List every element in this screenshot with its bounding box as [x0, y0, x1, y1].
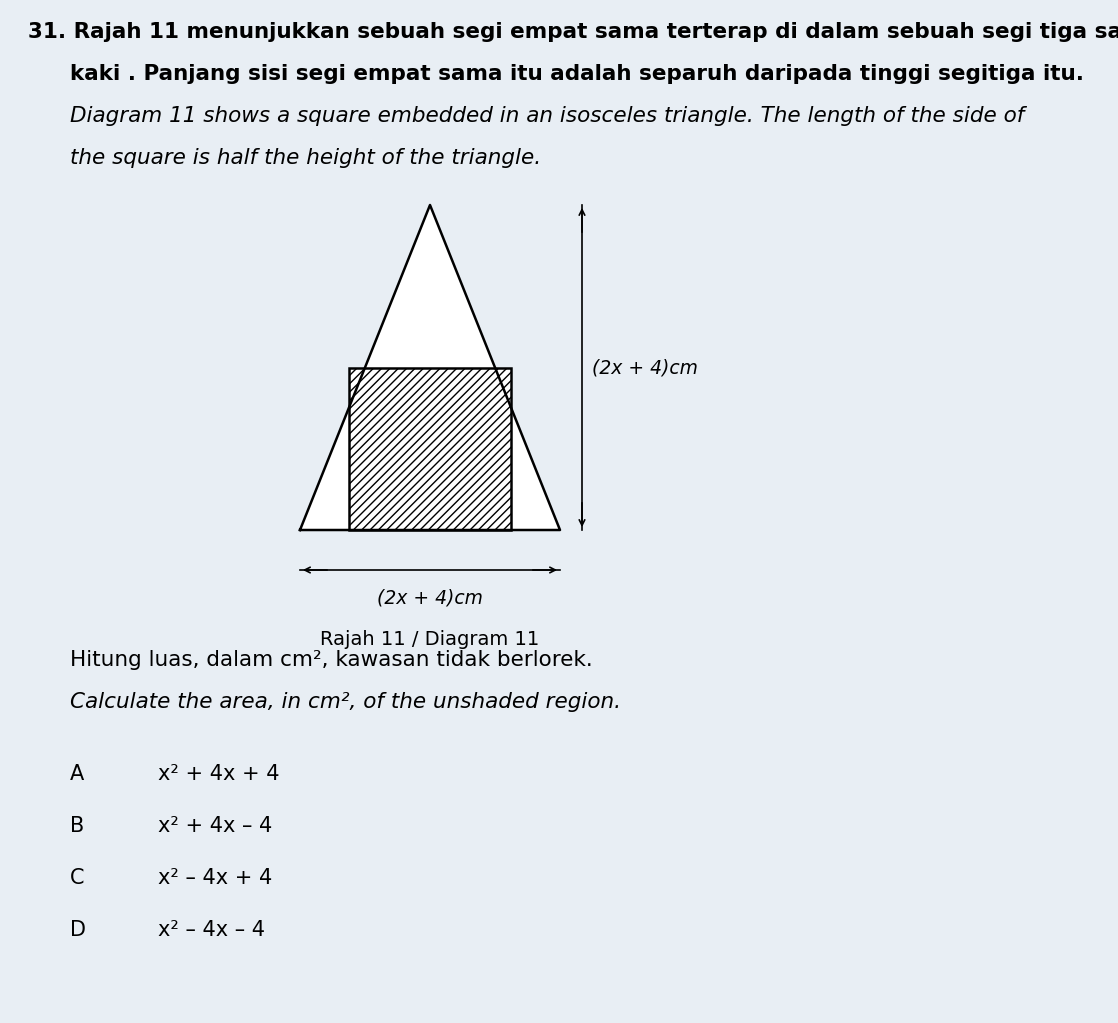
Text: A: A [70, 764, 84, 784]
Text: (2x + 4)cm: (2x + 4)cm [593, 358, 698, 377]
Text: x² – 4x – 4: x² – 4x – 4 [158, 920, 265, 940]
Text: x² + 4x – 4: x² + 4x – 4 [158, 816, 273, 836]
Text: C: C [70, 868, 85, 888]
Text: kaki . Panjang sisi segi empat sama itu adalah separuh daripada tinggi segitiga : kaki . Panjang sisi segi empat sama itu … [70, 64, 1084, 84]
Polygon shape [349, 367, 511, 530]
Text: B: B [70, 816, 84, 836]
Text: Calculate the area, in cm², of the unshaded region.: Calculate the area, in cm², of the unsha… [70, 692, 620, 712]
Text: Hitung luas, dalam cm², kawasan tidak berlorek.: Hitung luas, dalam cm², kawasan tidak be… [70, 650, 593, 670]
Text: x² + 4x + 4: x² + 4x + 4 [158, 764, 280, 784]
Text: D: D [70, 920, 86, 940]
Text: the square is half the height of the triangle.: the square is half the height of the tri… [70, 148, 541, 168]
Text: Rajah 11 / Diagram 11: Rajah 11 / Diagram 11 [321, 630, 540, 649]
Text: 31. Rajah 11 menunjukkan sebuah segi empat sama terterap di dalam sebuah segi ti: 31. Rajah 11 menunjukkan sebuah segi emp… [28, 23, 1118, 42]
Polygon shape [300, 205, 560, 530]
Text: x² – 4x + 4: x² – 4x + 4 [158, 868, 273, 888]
Text: Diagram 11 shows a square embedded in an isosceles triangle. The length of the s: Diagram 11 shows a square embedded in an… [70, 106, 1024, 126]
Text: (2x + 4)cm: (2x + 4)cm [377, 588, 483, 607]
